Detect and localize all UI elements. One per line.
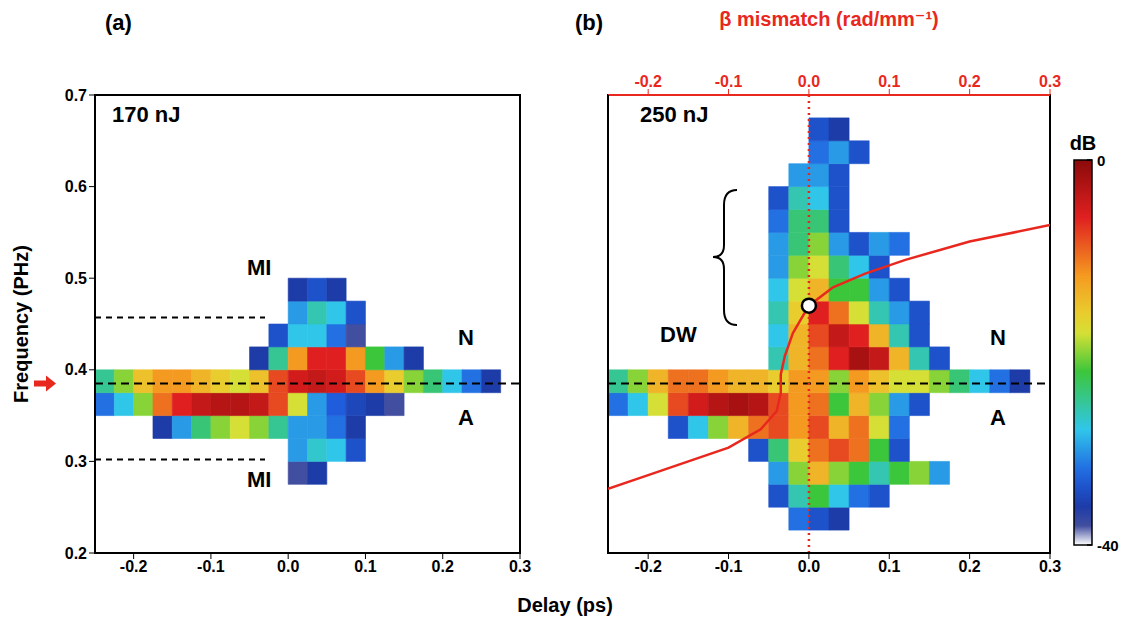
svg-text:0.3: 0.3 <box>509 558 531 575</box>
svg-text:-0.1: -0.1 <box>715 73 743 90</box>
svg-text:0.1: 0.1 <box>878 73 900 90</box>
svg-text:-0.2: -0.2 <box>120 558 148 575</box>
svg-text:N: N <box>458 325 474 350</box>
svg-text:0.2: 0.2 <box>959 558 981 575</box>
svg-text:170 nJ: 170 nJ <box>112 102 181 127</box>
svg-text:DW: DW <box>660 322 697 347</box>
svg-text:-0.1: -0.1 <box>197 558 225 575</box>
svg-text:0.7: 0.7 <box>65 87 87 104</box>
svg-text:0.6: 0.6 <box>65 178 87 195</box>
svg-text:0.3: 0.3 <box>1039 73 1061 90</box>
svg-text:0.4: 0.4 <box>65 361 87 378</box>
svg-text:0.3: 0.3 <box>1039 558 1061 575</box>
svg-text:0.0: 0.0 <box>277 558 299 575</box>
svg-text:-0.2: -0.2 <box>634 558 662 575</box>
svg-text:Frequency (PHz): Frequency (PHz) <box>10 245 32 403</box>
svg-text:A: A <box>458 405 474 430</box>
svg-text:Delay (ps): Delay (ps) <box>517 594 613 616</box>
svg-text:0.2: 0.2 <box>432 558 454 575</box>
svg-text:A: A <box>990 405 1006 430</box>
svg-text:0.2: 0.2 <box>65 545 87 562</box>
svg-text:250 nJ: 250 nJ <box>640 102 709 127</box>
svg-text:0: 0 <box>1097 152 1105 169</box>
svg-text:0.3: 0.3 <box>65 453 87 470</box>
svg-text:(a): (a) <box>105 10 132 35</box>
svg-text:N: N <box>990 325 1006 350</box>
svg-text:0.5: 0.5 <box>65 270 87 287</box>
svg-text:(b): (b) <box>575 10 603 35</box>
svg-text:β mismatch (rad/mm⁻¹): β mismatch (rad/mm⁻¹) <box>719 8 938 30</box>
svg-text:dB: dB <box>1070 132 1097 154</box>
svg-text:-40: -40 <box>1097 537 1119 554</box>
svg-text:0.0: 0.0 <box>798 558 820 575</box>
svg-text:MI: MI <box>247 467 271 492</box>
svg-text:0.0: 0.0 <box>798 73 820 90</box>
svg-text:0.2: 0.2 <box>959 73 981 90</box>
svg-text:-0.1: -0.1 <box>715 558 743 575</box>
svg-text:-0.2: -0.2 <box>634 73 662 90</box>
svg-text:0.1: 0.1 <box>354 558 376 575</box>
svg-text:0.1: 0.1 <box>878 558 900 575</box>
svg-text:MI: MI <box>247 255 271 280</box>
